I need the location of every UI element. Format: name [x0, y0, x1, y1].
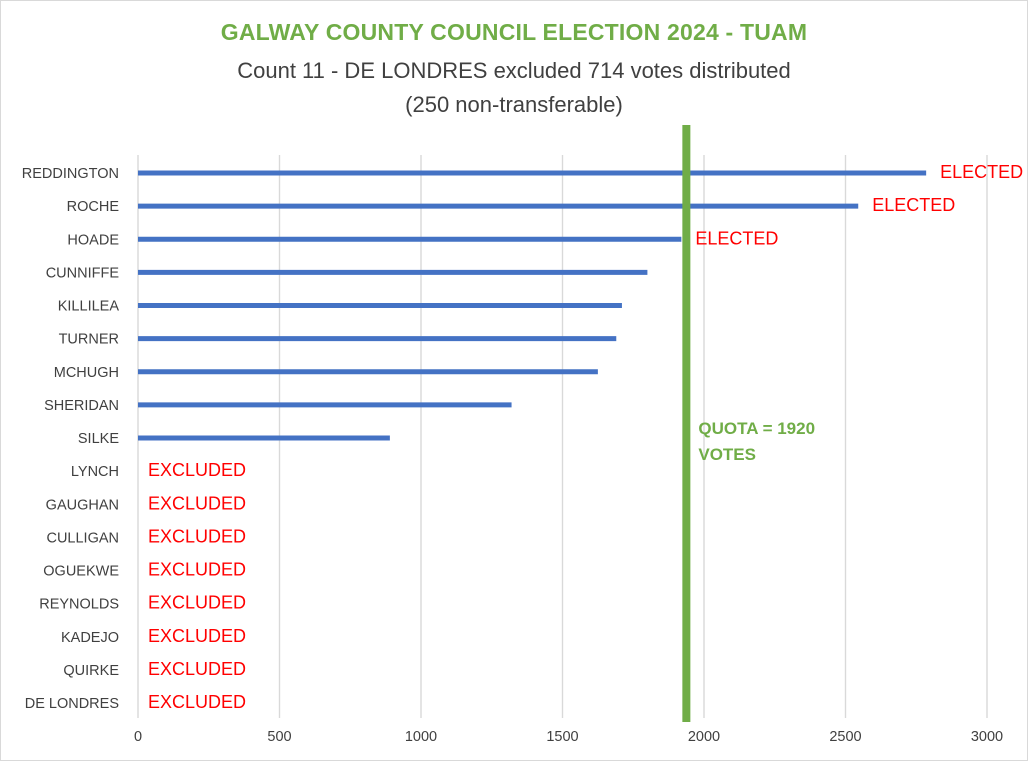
category-label-hoade: HOADE	[67, 232, 119, 248]
chart-subtitle-line-1: Count 11 - DE LONDRES excluded 714 votes…	[237, 58, 791, 83]
category-label-reddington: REDDINGTON	[22, 166, 119, 182]
x-tick-label-3000: 3000	[971, 729, 1003, 745]
category-label-silke: SILKE	[78, 431, 119, 447]
chart-subtitle-line-2: (250 non-transferable)	[405, 92, 623, 117]
category-label-mchugh: MCHUGH	[54, 365, 119, 381]
category-label-lynch: LYNCH	[71, 464, 119, 480]
status-label-roche: ELECTED	[872, 195, 955, 215]
bar-silke	[138, 435, 390, 441]
category-label-gaughan: GAUGHAN	[46, 497, 119, 513]
status-label-culligan: EXCLUDED	[148, 526, 246, 546]
bar-mchugh	[138, 369, 598, 375]
status-label-kadejo: EXCLUDED	[148, 626, 246, 646]
x-tick-label-500: 500	[267, 729, 291, 745]
category-label-roche: ROCHE	[67, 199, 120, 215]
chart-title: GALWAY COUNTY COUNCIL ELECTION 2024 - TU…	[220, 19, 808, 45]
bar-killilea	[138, 303, 622, 308]
x-tick-label-0: 0	[134, 729, 142, 745]
bar-sheridan	[138, 402, 512, 408]
category-label-sheridan: SHERIDAN	[44, 398, 119, 414]
category-label-cunniffe: CUNNIFFE	[46, 265, 120, 281]
bar-cunniffe	[138, 269, 648, 275]
bar-turner	[138, 336, 617, 342]
bar-roche	[138, 203, 859, 209]
x-tick-label-1000: 1000	[405, 729, 437, 745]
x-tick-label-2000: 2000	[688, 729, 720, 745]
status-label-hoade: ELECTED	[695, 228, 778, 248]
category-label-kadejo: KADEJO	[61, 630, 119, 646]
category-label-turner: TURNER	[59, 332, 119, 348]
status-label-de-londres: EXCLUDED	[148, 692, 246, 712]
category-label-killilea: KILLILEA	[58, 299, 120, 315]
category-label-culligan: CULLIGAN	[46, 530, 119, 546]
category-label-de-londres: DE LONDRES	[25, 696, 119, 712]
status-label-reynolds: EXCLUDED	[148, 593, 246, 613]
status-label-lynch: EXCLUDED	[148, 460, 246, 480]
category-label-oguekwe: OGUEKWE	[43, 564, 119, 580]
category-label-quirke: QUIRKE	[63, 663, 119, 679]
x-tick-label-1500: 1500	[546, 729, 578, 745]
bar-hoade	[138, 236, 682, 242]
quota-label-line-1: QUOTA = 1920	[698, 419, 815, 438]
quota-label-line-2: VOTES	[698, 445, 756, 464]
status-label-oguekwe: EXCLUDED	[148, 560, 246, 580]
category-label-reynolds: REYNOLDS	[39, 597, 119, 613]
status-label-quirke: EXCLUDED	[148, 659, 246, 679]
quota-line	[682, 125, 691, 722]
bar-reddington	[138, 170, 927, 176]
status-label-gaughan: EXCLUDED	[148, 493, 246, 513]
x-tick-label-2500: 2500	[829, 729, 861, 745]
status-label-reddington: ELECTED	[940, 162, 1023, 182]
